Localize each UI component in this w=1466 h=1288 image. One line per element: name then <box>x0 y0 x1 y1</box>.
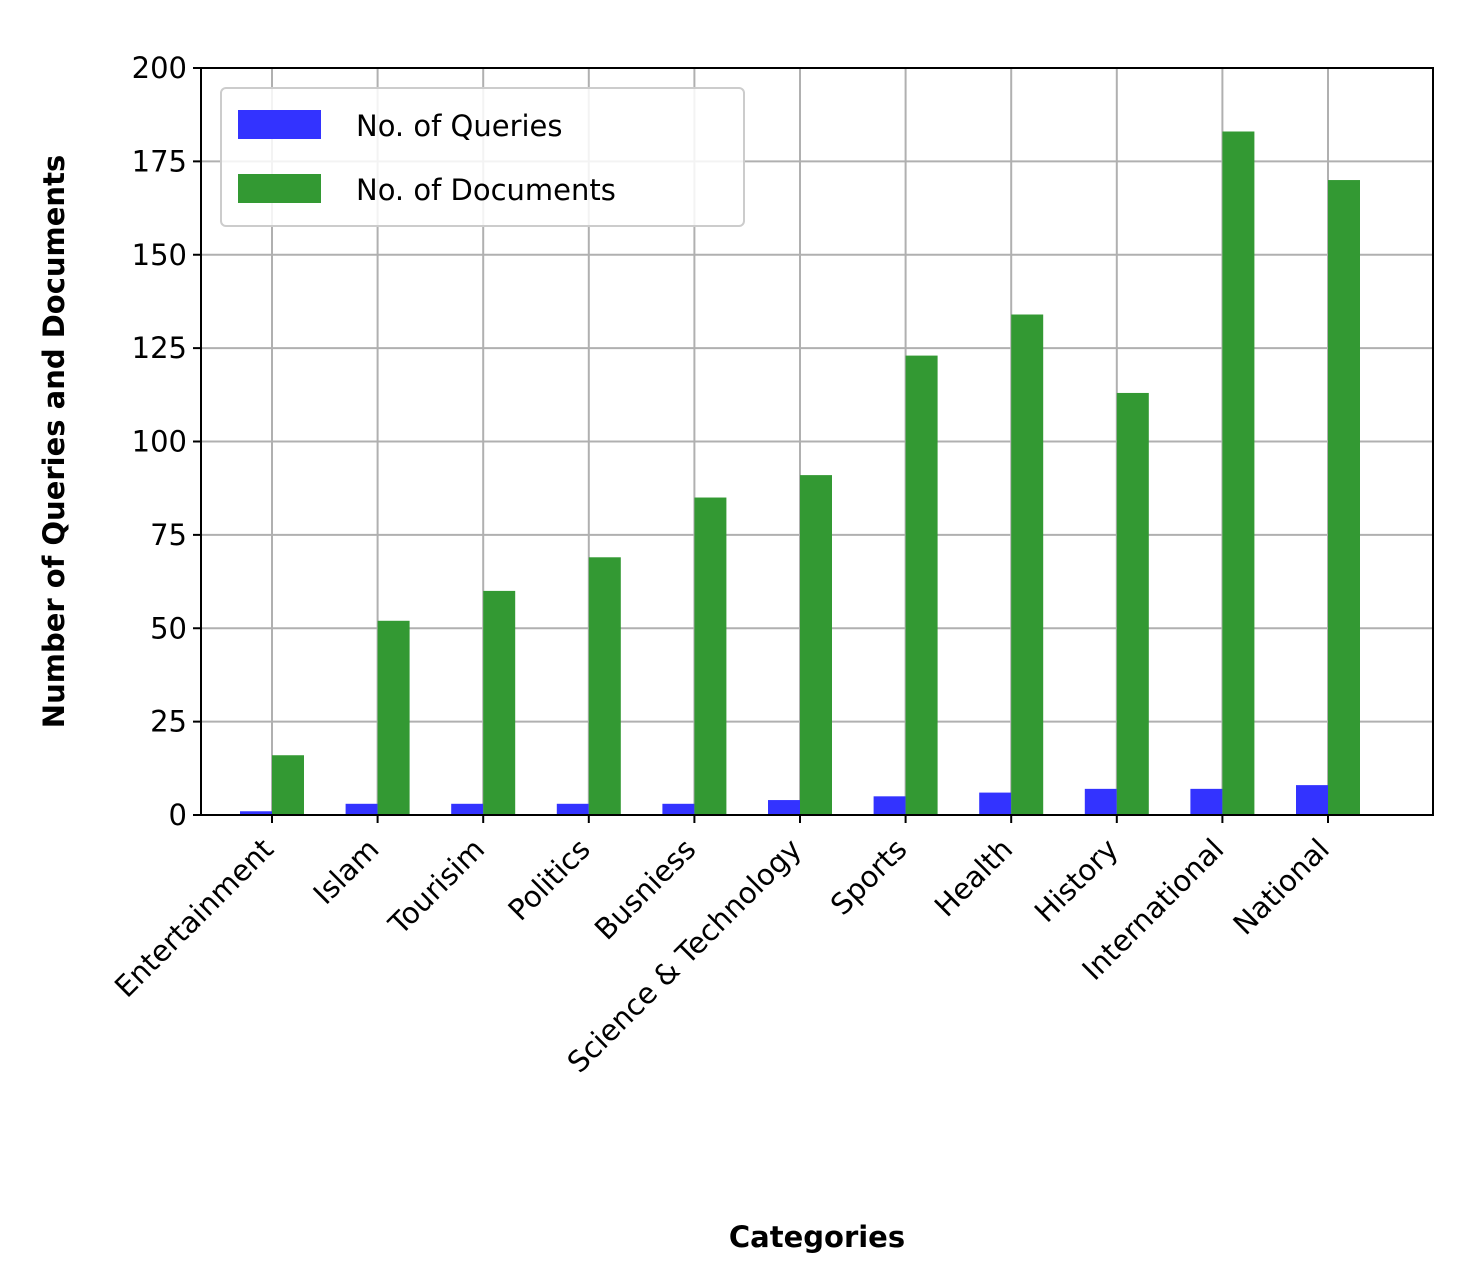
bar-documents <box>272 755 304 815</box>
x-tick-label: Politics <box>501 832 596 927</box>
y-axis-ticks: 0 25 50 75 100 125 150 175 200 <box>132 51 201 832</box>
bar-queries <box>873 796 906 815</box>
y-tick-label: 200 <box>132 51 187 85</box>
legend-swatch <box>238 174 321 203</box>
bar-queries <box>556 803 589 815</box>
x-tick-label: Sports <box>824 832 914 922</box>
y-tick-label: 175 <box>132 144 187 178</box>
x-tick-label: History <box>1028 832 1125 929</box>
y-axis-title: Number of Queries and Documents <box>37 155 71 728</box>
bar-documents <box>905 355 938 815</box>
y-tick-label: 50 <box>150 611 187 645</box>
legend-swatch <box>238 110 321 139</box>
x-tick-label: Busniess <box>588 832 702 946</box>
x-tick-label: Health <box>928 832 1019 923</box>
bar-documents <box>800 475 832 815</box>
y-tick-label: 125 <box>132 331 187 365</box>
legend-label: No. of Documents <box>356 173 616 207</box>
bar-queries <box>1296 785 1328 815</box>
bar-documents <box>1011 314 1044 815</box>
x-tick-label: National <box>1226 832 1335 941</box>
y-tick-label: 100 <box>132 425 187 459</box>
legend-box <box>220 87 745 227</box>
bar-queries <box>768 800 800 815</box>
bar-queries <box>979 792 1012 815</box>
y-tick-label: 25 <box>150 705 187 739</box>
x-tick-label: Entertainment <box>108 832 280 1004</box>
bar-queries <box>1084 788 1117 815</box>
bar-documents <box>377 620 410 815</box>
bar-documents <box>1116 392 1149 815</box>
bar-documents <box>1222 131 1255 815</box>
bar-queries <box>240 811 272 815</box>
bars <box>240 131 1360 816</box>
y-tick-label: 75 <box>150 518 187 552</box>
bar-queries <box>1190 788 1223 815</box>
bar-documents <box>588 557 621 815</box>
legend: No. of Queries No. of Documents <box>220 87 745 227</box>
bar-queries <box>451 803 484 815</box>
x-tick-label: Islam <box>307 832 386 911</box>
bar-documents <box>483 590 516 815</box>
x-tick-label: Tourisim <box>381 832 491 942</box>
bar-documents <box>694 497 727 815</box>
x-axis-title: Categories <box>729 1220 905 1254</box>
bar-queries <box>662 803 695 815</box>
y-tick-label: 150 <box>132 238 187 272</box>
bar-documents <box>1328 180 1360 816</box>
y-tick-label: 0 <box>169 798 187 832</box>
legend-label: No. of Queries <box>356 109 563 143</box>
bar-queries <box>345 803 378 815</box>
